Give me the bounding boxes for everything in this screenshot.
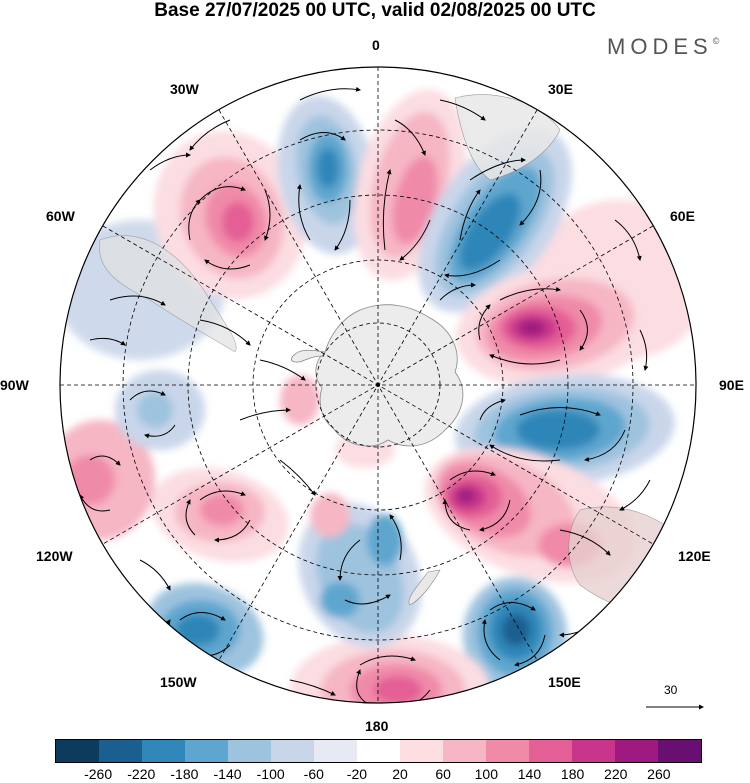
antarctic-peninsula [291, 349, 326, 363]
colorbar-segment [142, 740, 185, 762]
colorbar-segment [529, 740, 572, 762]
lon-label-30e: 30E [548, 81, 573, 97]
map-title: Base 27/07/2025 00 UTC, valid 02/08/2025… [154, 0, 596, 21]
lon-label-180: 180 [365, 718, 389, 734]
lon-label-120e: 120E [678, 548, 711, 564]
lon-label-0: 0 [372, 37, 380, 53]
colorbar-tick-label: -180 [170, 766, 199, 782]
antarctica-landmass [315, 304, 464, 447]
colorbar-tick-label: -100 [256, 766, 285, 782]
colorbar-segment [615, 740, 658, 762]
lon-label-30w: 30W [170, 81, 199, 97]
south-america-tip [99, 235, 237, 353]
colorbar-segment [228, 740, 271, 762]
colorbar-segment [314, 740, 357, 762]
colorbar-tick-label: -20 [346, 766, 368, 782]
lon-label-150e: 150E [548, 674, 581, 690]
wind-vectors [79, 86, 651, 703]
colorbar-segment [486, 740, 529, 762]
colorbar-tick-label: -220 [127, 766, 156, 782]
colorbar-tick-label: 20 [392, 766, 408, 782]
colorbar-tick-label: -260 [84, 766, 113, 782]
logo-mark: © [712, 35, 720, 46]
logo-text: MODES [607, 34, 713, 59]
colorbar-segment [357, 740, 400, 762]
colorbar-segment [185, 740, 228, 762]
colorbar-tick-label: -60 [303, 766, 324, 782]
colorbar-tick-label: 140 [517, 766, 542, 782]
wind-reference-value: 30 [664, 683, 678, 697]
modes-logo: MODES© [607, 34, 719, 60]
colorbar-tick-label: 60 [435, 766, 451, 782]
colorbar-segment [443, 740, 486, 762]
lon-label-90e: 90E [719, 377, 744, 393]
colorbar-segment [271, 740, 314, 762]
geopotential-anomaly-field [60, 89, 696, 703]
lon-label-150w: 150W [160, 674, 197, 690]
colorbar-segment [658, 740, 701, 762]
colorbar-tick-label: 180 [560, 766, 585, 782]
lon-label-90w: 90W [0, 377, 29, 393]
south-pole-marker [376, 383, 380, 387]
colorbar-tick-label: 100 [474, 766, 499, 782]
colorbar-segment [572, 740, 615, 762]
colorbar-tick-label: 260 [647, 766, 671, 782]
colorbar-tick-label: 220 [604, 766, 628, 782]
colorbar [55, 739, 702, 763]
lon-label-60w: 60W [46, 208, 75, 224]
colorbar-segment [56, 740, 99, 762]
map-border [59, 66, 697, 704]
colorbar-tick-label: -140 [213, 766, 242, 782]
lon-label-120w: 120W [36, 548, 73, 564]
new-zealand [408, 569, 441, 606]
colorbar-segment [400, 740, 443, 762]
colorbar-segment [99, 740, 142, 762]
colorbar-labels: -260 -220 -180 -140 -100 -60 -20 20 60 100 140 180 2… [0, 766, 750, 783]
lon-label-60e: 60E [670, 208, 695, 224]
